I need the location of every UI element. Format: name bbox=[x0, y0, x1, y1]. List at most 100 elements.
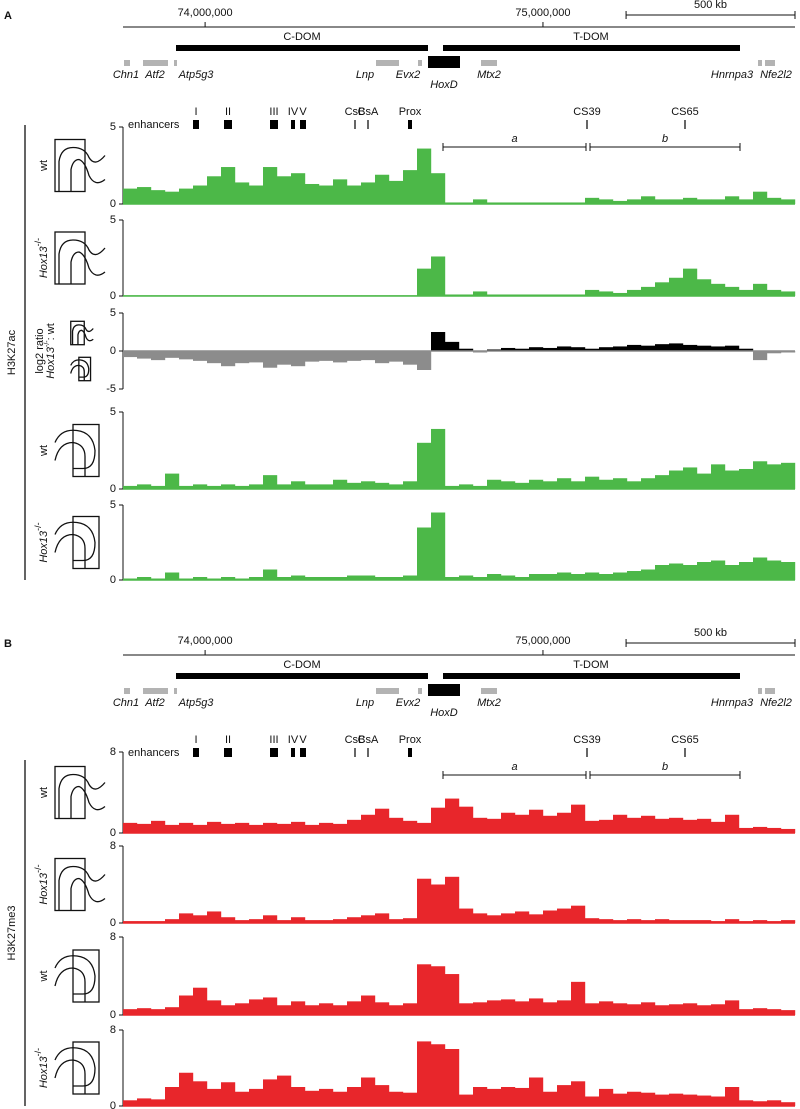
enhancer-label: CS39 bbox=[573, 734, 601, 746]
signal-bar bbox=[641, 286, 656, 296]
enhancer-label: Prox bbox=[399, 734, 422, 746]
signal-bar bbox=[123, 485, 138, 489]
signal-bar bbox=[249, 484, 264, 489]
enhancer-label: CsA bbox=[358, 734, 379, 746]
signal-bar bbox=[711, 821, 726, 833]
icon-outline bbox=[70, 251, 106, 284]
panel-label: A bbox=[4, 10, 12, 22]
panel: B 74,000,000 75,000,000 500 kb C-DOM T-DOM Hox… bbox=[4, 627, 796, 1109]
signal-bar bbox=[473, 1002, 488, 1015]
track-label: wt bbox=[38, 445, 50, 457]
signal-bar bbox=[361, 915, 376, 923]
signal-bar bbox=[151, 921, 166, 923]
icon-box bbox=[72, 423, 100, 478]
signal-bar bbox=[221, 351, 236, 367]
signal-bar bbox=[221, 917, 236, 923]
signal-bar bbox=[557, 908, 572, 923]
signal-bar bbox=[305, 351, 320, 362]
signal-bar bbox=[431, 173, 446, 204]
signal-bar bbox=[529, 574, 544, 580]
signal-bar bbox=[375, 1002, 390, 1015]
enhancer-mark bbox=[193, 120, 199, 129]
signal-bar bbox=[529, 347, 544, 351]
signal-bar bbox=[767, 197, 782, 204]
signal-bar bbox=[711, 283, 726, 296]
signal-bar bbox=[599, 919, 614, 923]
signal-bar bbox=[207, 1000, 222, 1015]
signal-bar bbox=[627, 1004, 642, 1015]
locus-label: HoxD bbox=[430, 707, 458, 719]
enhancer-label: IV bbox=[288, 106, 299, 118]
signal-bar bbox=[641, 1002, 656, 1015]
icon-outline bbox=[54, 533, 86, 569]
x-tick-label: 74,000,000 bbox=[178, 7, 233, 19]
signal-bar bbox=[459, 806, 474, 833]
signal-bar bbox=[305, 183, 320, 204]
track-label-gene: wt bbox=[38, 445, 50, 457]
signal-bar bbox=[165, 572, 180, 580]
signal-bar bbox=[501, 481, 516, 489]
y-tick-label: 0 bbox=[110, 1009, 116, 1021]
signal-bar bbox=[711, 464, 726, 489]
signal-bar bbox=[753, 826, 768, 833]
enhancer-mark bbox=[224, 748, 232, 757]
signal-bar bbox=[585, 1096, 600, 1106]
signal-bar bbox=[459, 1094, 474, 1106]
signal-bar bbox=[557, 294, 572, 296]
signal-bar bbox=[683, 565, 698, 580]
signal-bar bbox=[669, 1004, 684, 1015]
signal-bar bbox=[291, 351, 306, 367]
signal-bar bbox=[585, 289, 600, 296]
signal-bar bbox=[683, 268, 698, 296]
track: -5 0 5 log2 ratio Hox13-/-: wt bbox=[34, 307, 796, 395]
signal-bar bbox=[333, 1005, 348, 1015]
signal-bar bbox=[655, 282, 670, 296]
icon-outline bbox=[70, 877, 106, 911]
signal-bar bbox=[697, 562, 712, 580]
signal-bar bbox=[501, 202, 516, 204]
signal-bar bbox=[557, 812, 572, 833]
signal-bar bbox=[403, 1003, 418, 1015]
signal-bar bbox=[361, 1077, 376, 1106]
signal-bar bbox=[249, 351, 264, 363]
track-label-sup: -/- bbox=[33, 238, 43, 247]
signal-bar bbox=[767, 560, 782, 580]
gene-label: Lnp bbox=[356, 697, 374, 709]
signal-bar bbox=[515, 577, 530, 580]
track: 0 8 Hox13-/- bbox=[33, 840, 796, 929]
track: 0 8 Hox13-/- bbox=[33, 1024, 796, 1109]
signal-bar bbox=[487, 479, 502, 489]
track-label: Hox13-/- bbox=[33, 864, 50, 904]
signal-bar bbox=[711, 921, 726, 923]
enhancer-mark bbox=[408, 748, 412, 757]
signal-bar bbox=[641, 569, 656, 580]
signal-bar bbox=[347, 185, 362, 204]
signal-bar bbox=[235, 822, 250, 833]
signal-bar bbox=[655, 199, 670, 204]
gene-box bbox=[376, 688, 399, 694]
enhancer-mark bbox=[224, 120, 232, 129]
signal-bar bbox=[445, 577, 460, 580]
signal-bar bbox=[599, 291, 614, 296]
signal-bar bbox=[781, 828, 796, 833]
enhancer-label: CsB bbox=[345, 106, 366, 118]
signal-bar bbox=[543, 1091, 558, 1106]
signal-bar bbox=[529, 479, 544, 489]
signal-bar bbox=[417, 878, 432, 923]
signal-bar bbox=[249, 185, 264, 204]
signal-bar bbox=[249, 999, 264, 1015]
x-tick-label: 74,000,000 bbox=[178, 635, 233, 647]
signal-bar bbox=[683, 819, 698, 833]
locus-label: HoxD bbox=[430, 79, 458, 91]
signal-bar bbox=[333, 919, 348, 923]
signal-bar bbox=[739, 562, 754, 580]
track-label-sup: -/- bbox=[33, 1048, 43, 1057]
region-label: a bbox=[511, 133, 517, 145]
signal-bar bbox=[543, 574, 558, 580]
signal-bar bbox=[137, 351, 152, 359]
icon-outline bbox=[77, 329, 94, 345]
signal-bar bbox=[389, 180, 404, 204]
signal-bar bbox=[697, 920, 712, 923]
y-tick-label: 8 bbox=[110, 746, 116, 758]
signal-bar bbox=[249, 824, 264, 833]
